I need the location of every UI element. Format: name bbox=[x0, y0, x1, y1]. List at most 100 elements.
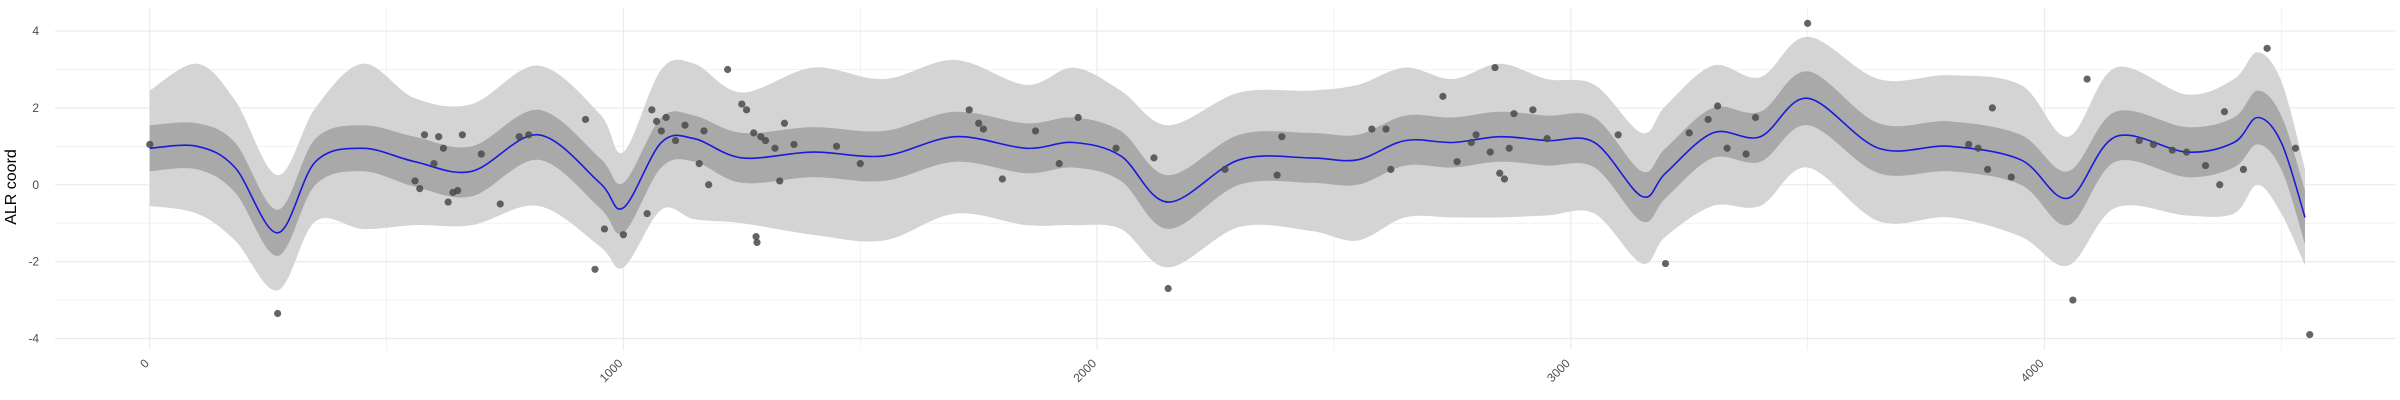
data-point bbox=[1496, 169, 1504, 177]
data-point bbox=[1510, 110, 1518, 118]
data-point bbox=[1685, 129, 1693, 137]
smooth-fit-line bbox=[149, 97, 2306, 234]
data-point bbox=[643, 209, 651, 218]
data-point bbox=[416, 185, 424, 193]
data-point bbox=[724, 65, 732, 74]
y-axis-tick-labels: -4 -2 0 2 4 bbox=[28, 24, 39, 345]
data-point bbox=[411, 177, 419, 185]
data-point bbox=[750, 129, 758, 137]
data-point bbox=[1974, 144, 1982, 152]
y-tick-label: 4 bbox=[32, 24, 39, 38]
data-point bbox=[652, 117, 661, 125]
data-point bbox=[705, 181, 713, 189]
data-point bbox=[1273, 171, 1281, 179]
data-point bbox=[965, 106, 973, 114]
x-axis-tick-labels: 0 1000 2000 3000 4000 bbox=[137, 356, 2047, 385]
data-point bbox=[662, 113, 670, 122]
data-point bbox=[700, 127, 708, 135]
data-point bbox=[790, 140, 798, 149]
data-point bbox=[435, 133, 443, 141]
x-tick-label: 1000 bbox=[597, 356, 626, 385]
data-point bbox=[458, 131, 466, 139]
data-point bbox=[515, 133, 523, 141]
data-point bbox=[2135, 136, 2143, 145]
data-point bbox=[1742, 150, 1750, 158]
data-point bbox=[2007, 173, 2015, 181]
data-point bbox=[2083, 75, 2091, 83]
y-axis-title: ALR coord bbox=[3, 149, 20, 225]
data-point bbox=[1614, 131, 1622, 139]
data-point bbox=[1661, 259, 1670, 268]
data-point bbox=[681, 121, 689, 129]
data-point bbox=[525, 131, 533, 139]
data-point bbox=[1453, 158, 1461, 166]
data-point bbox=[1751, 113, 1760, 122]
data-point bbox=[752, 233, 760, 241]
y-tick-label: 2 bbox=[32, 101, 39, 115]
data-point bbox=[2216, 181, 2224, 189]
data-point bbox=[1031, 127, 1040, 135]
data-point bbox=[738, 100, 746, 108]
y-tick-label: 0 bbox=[32, 178, 39, 192]
data-point bbox=[780, 119, 789, 127]
data-point bbox=[581, 115, 590, 124]
data-point bbox=[1164, 284, 1172, 293]
data-point bbox=[1150, 154, 1158, 162]
data-point bbox=[1804, 19, 1812, 27]
data-point bbox=[420, 131, 429, 139]
data-point bbox=[477, 150, 485, 158]
data-point bbox=[761, 136, 770, 145]
data-point bbox=[1074, 113, 1082, 122]
data-point bbox=[2263, 44, 2271, 52]
data-point bbox=[1505, 144, 1513, 152]
data-point bbox=[439, 144, 448, 152]
data-point bbox=[1988, 104, 1996, 112]
data-point bbox=[1491, 63, 1499, 72]
x-tick-label: 2000 bbox=[1070, 356, 1099, 385]
data-point bbox=[2201, 161, 2210, 170]
inner-confidence-band bbox=[149, 71, 2306, 256]
y-tick-label: -2 bbox=[28, 255, 39, 269]
data-point bbox=[1112, 144, 1120, 152]
data-point bbox=[1387, 165, 1395, 173]
data-point bbox=[496, 200, 504, 208]
data-point bbox=[1382, 125, 1390, 133]
data-point bbox=[742, 106, 751, 114]
data-point bbox=[657, 127, 665, 135]
x-tick-label: 3000 bbox=[1544, 356, 1573, 385]
data-point bbox=[979, 125, 988, 133]
data-point bbox=[2182, 148, 2191, 156]
data-point bbox=[1278, 133, 1286, 141]
x-tick-label: 4000 bbox=[2018, 356, 2047, 385]
x-tick-label: 0 bbox=[137, 356, 152, 371]
y-tick-label: -4 bbox=[28, 331, 39, 345]
data-point bbox=[2220, 108, 2229, 116]
data-point bbox=[2069, 296, 2077, 304]
data-point bbox=[600, 225, 609, 233]
data-point bbox=[1704, 115, 1712, 124]
data-point bbox=[771, 144, 779, 152]
data-point bbox=[1965, 140, 1973, 149]
data-point bbox=[2306, 331, 2314, 339]
data-point bbox=[430, 160, 438, 168]
data-point bbox=[856, 160, 864, 168]
data-point bbox=[2239, 165, 2248, 173]
data-point bbox=[1221, 165, 1229, 173]
data-point bbox=[1529, 106, 1537, 114]
data-point bbox=[1543, 135, 1551, 143]
data-point bbox=[671, 136, 680, 145]
data-point bbox=[1500, 175, 1509, 183]
data-point bbox=[2168, 146, 2176, 154]
data-point bbox=[975, 119, 983, 127]
data-point bbox=[454, 186, 462, 195]
data-point bbox=[776, 177, 784, 185]
data-point bbox=[444, 198, 452, 206]
data-point bbox=[832, 142, 841, 150]
data-point bbox=[2149, 140, 2158, 149]
data-point bbox=[1368, 125, 1376, 133]
data-point bbox=[1714, 102, 1722, 110]
data-point bbox=[1472, 131, 1480, 139]
data-point bbox=[619, 231, 628, 239]
data-point bbox=[146, 140, 154, 149]
